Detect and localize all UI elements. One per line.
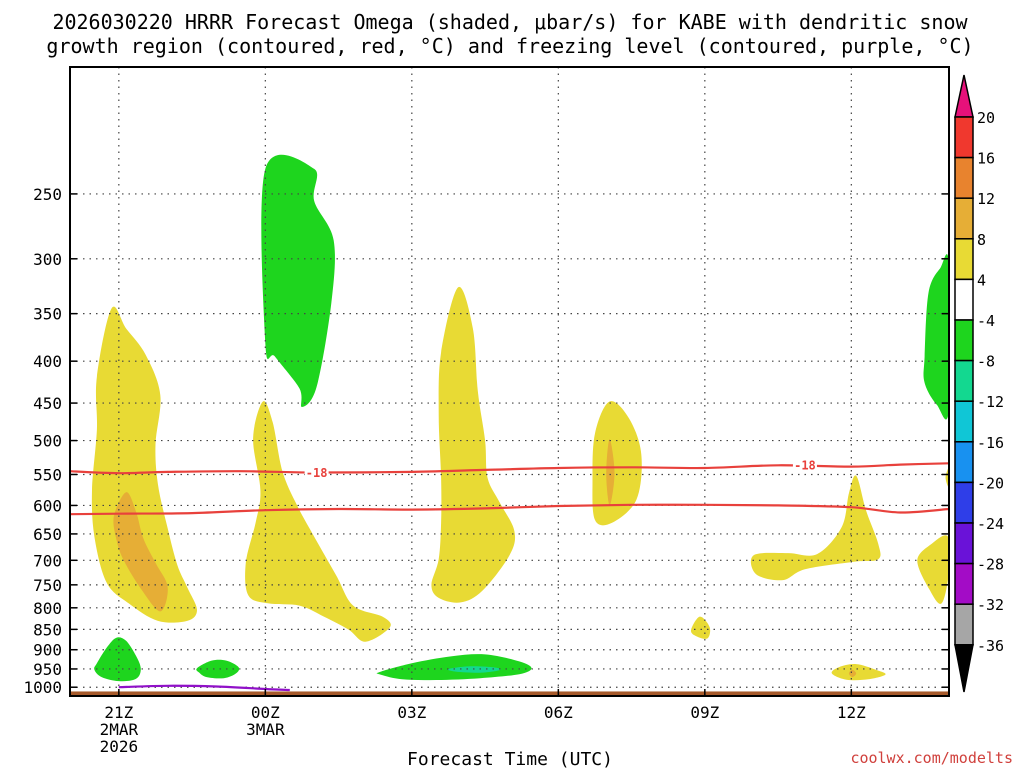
omega-region-14 [831, 664, 886, 681]
ytick-label-850: 850 [33, 620, 62, 639]
xtick-label-21Z-2: 2026 [100, 737, 139, 756]
omega-region-4 [376, 654, 532, 681]
omega-region-15 [848, 669, 857, 678]
ytick-label-1000: 1000 [23, 678, 62, 697]
xtick-label-21Z-0: 21Z [104, 703, 133, 722]
colorbar-bin-8 [954, 441, 974, 484]
colorbar-label-3: 8 [977, 231, 986, 249]
contour-label-bg-1 [792, 457, 817, 471]
ytick-label-550: 550 [33, 465, 62, 484]
colorbar-bin-12 [954, 603, 974, 646]
colorbar-under-arrow [954, 644, 974, 693]
colorbar-label-1: 16 [977, 150, 995, 168]
credit-text: coolwx.com/modelts [850, 749, 1013, 767]
ytick-label-450: 450 [33, 394, 62, 413]
contour-freezing-level [118, 684, 290, 692]
plot-frame [69, 66, 950, 697]
colorbar-label-11: -28 [977, 556, 1004, 574]
colorbar-label-0: 20 [977, 109, 995, 127]
colorbar-label-12: -32 [977, 596, 1004, 614]
colorbar: 20 16 12 8 4 -4 -8 -12 -16 -20 -24 -28 -32 -36 [954, 74, 1004, 693]
temperature-contours: -18 -18 [70, 457, 949, 692]
ground-band [70, 691, 949, 696]
ytick-label-300: 300 [33, 250, 62, 269]
contour-label-1: -18 [794, 459, 816, 473]
colorbar-bin-0 [954, 116, 974, 159]
omega-region-1 [923, 254, 949, 420]
omega-region-10 [592, 401, 642, 526]
colorbar-label-7: -12 [977, 393, 1004, 411]
xtick-label-06Z-0: 06Z [544, 703, 573, 722]
xtick-label-03Z-0: 03Z [397, 703, 426, 722]
omega-region-7 [113, 492, 168, 612]
omega-region-8 [245, 401, 391, 642]
omega-shading [91, 154, 949, 682]
omega-region-11 [606, 439, 615, 506]
pressure-axis: 250 300 350 400 450 500 550 600 650 700 750 800 850 9… [23, 185, 949, 697]
colorbar-label-4: 4 [977, 271, 986, 289]
colorbar-label-2: 12 [977, 190, 995, 208]
ytick-label-950: 950 [33, 660, 62, 679]
colorbar-bin-6 [954, 359, 974, 402]
ground-fill [70, 691, 949, 696]
ytick-label-750: 750 [33, 576, 62, 595]
omega-region-13 [750, 475, 881, 581]
ytick-label-600: 600 [33, 496, 62, 515]
ytick-label-350: 350 [33, 305, 62, 324]
colorbar-bin-7 [954, 400, 974, 443]
colorbar-label-8: -16 [977, 434, 1004, 452]
colorbar-label-6: -8 [977, 353, 995, 371]
colorbar-label-10: -24 [977, 515, 1004, 533]
ytick-label-250: 250 [33, 185, 62, 204]
omega-region-16 [917, 535, 949, 604]
colorbar-label-5: -4 [977, 312, 995, 330]
x-axis-label: Forecast Time (UTC) [407, 749, 613, 768]
dotted-gridlines [70, 67, 949, 696]
plot-area: -18 -18 [70, 67, 949, 696]
colorbar-bin-1 [954, 156, 974, 199]
contour-dgz-top [70, 462, 949, 475]
colorbar-bin-2 [954, 197, 974, 240]
ytick-label-700: 700 [33, 551, 62, 570]
ytick-label-500: 500 [33, 432, 62, 451]
contour-label-0: -18 [306, 466, 328, 480]
contour-dgz-bottom [70, 503, 949, 516]
ytick-label-650: 650 [33, 525, 62, 544]
ytick-label-900: 900 [33, 641, 62, 660]
colorbar-label-9: -20 [977, 474, 1004, 492]
title-line-1: 2026030220 HRRR Forecast Omega (shaded, … [52, 10, 968, 34]
colorbar-bin-11 [954, 562, 974, 605]
xtick-label-12Z-0: 12Z [837, 703, 866, 722]
colorbar-label-13: -36 [977, 637, 1004, 655]
title-line-2: growth region (contoured, red, °C) and f… [46, 34, 973, 58]
ytick-label-400: 400 [33, 352, 62, 371]
colorbar-bin-10 [954, 522, 974, 565]
omega-region-9 [431, 286, 516, 603]
omega-region-2 [94, 637, 141, 682]
xtick-label-21Z-1: 2MAR [100, 720, 139, 739]
xtick-label-09Z-0: 09Z [690, 703, 719, 722]
colorbar-bin-5 [954, 319, 974, 362]
xtick-label-00Z-1: 3MAR [246, 720, 285, 739]
omega-region-3 [196, 659, 240, 679]
colorbar-bin-9 [954, 481, 974, 524]
omega-region-0 [261, 154, 335, 408]
ytick-label-800: 800 [33, 599, 62, 618]
colorbar-bin-3 [954, 238, 974, 281]
xtick-label-00Z-0: 00Z [251, 703, 280, 722]
contour-label-bg-0 [304, 464, 329, 478]
colorbar-bin-4 [954, 278, 974, 321]
